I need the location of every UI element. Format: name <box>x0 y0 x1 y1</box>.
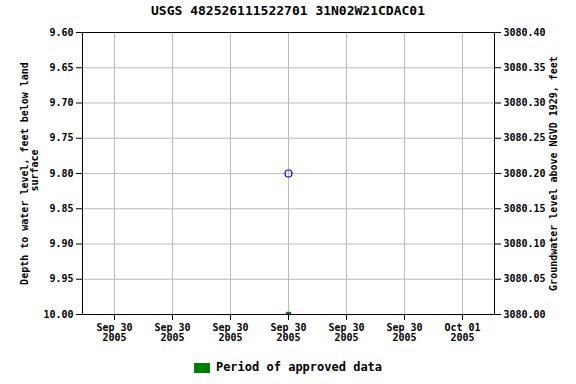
svg-text:Sep 302005: Sep 302005 <box>386 322 422 343</box>
svg-text:9.85: 9.85 <box>49 203 73 214</box>
svg-text:Oct 012005: Oct 012005 <box>444 322 480 343</box>
svg-text:3080.25: 3080.25 <box>504 132 546 143</box>
svg-text:3080.20: 3080.20 <box>504 168 546 179</box>
svg-text:Sep 302005: Sep 302005 <box>270 322 306 343</box>
svg-text:3080.15: 3080.15 <box>504 203 546 214</box>
svg-text:Sep 302005: Sep 302005 <box>212 322 248 343</box>
svg-text:3080.10: 3080.10 <box>504 238 546 249</box>
html-text:USGS 482526111522701 31N02W21C: USGS 482526111522701 31N02W21CDAC01 <box>151 3 425 18</box>
svg-text:9.70: 9.70 <box>49 97 73 108</box>
svg-text:Sep 302005: Sep 302005 <box>328 322 364 343</box>
svg-text:9.75: 9.75 <box>49 132 73 143</box>
svg-text:9.60: 9.60 <box>49 27 73 38</box>
svg-text:Sep 302005: Sep 302005 <box>96 322 132 343</box>
svg-text:3080.00: 3080.00 <box>504 309 546 320</box>
svg-text:9.90: 9.90 <box>49 238 73 249</box>
svg-text:9.95: 9.95 <box>49 273 73 284</box>
svg-text:9.80: 9.80 <box>49 168 73 179</box>
svg-text:Depth to water level, feet bel: Depth to water level, feet below land su… <box>19 62 40 285</box>
html-text:Period of approved data: Period of approved data <box>215 360 383 374</box>
svg-text:3080.35: 3080.35 <box>504 62 546 73</box>
svg-text:10.00: 10.00 <box>43 309 73 320</box>
svg-text:9.65: 9.65 <box>49 62 73 73</box>
svg-text:3080.05: 3080.05 <box>504 273 546 284</box>
svg-text:Groundwater level above NGVD 1: Groundwater level above NGVD 1929, feet <box>548 56 559 291</box>
svg-text:3080.40: 3080.40 <box>504 27 546 38</box>
svg-text:Sep 302005: Sep 302005 <box>154 322 190 343</box>
svg-text:3080.30: 3080.30 <box>504 97 546 108</box>
